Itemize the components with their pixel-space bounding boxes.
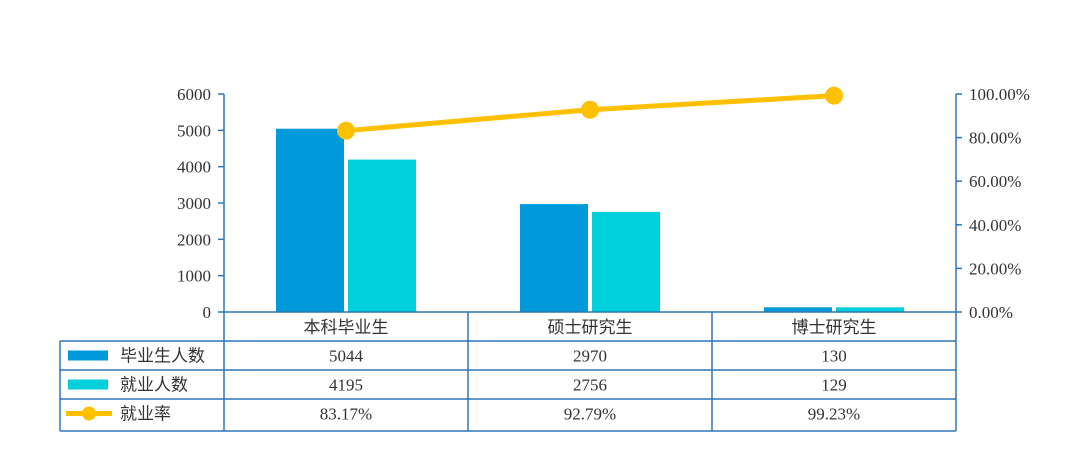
- left-tick-label: 2000: [177, 230, 211, 249]
- rate-line: [337, 86, 843, 140]
- series-name: 毕业生人数: [120, 347, 205, 366]
- left-tick-label: 5000: [177, 121, 211, 140]
- right-tick-label: 20.00%: [969, 259, 1021, 278]
- left-tick-label: 4000: [177, 158, 211, 177]
- bar: [836, 307, 904, 312]
- line-point: [581, 100, 599, 119]
- series-name: 就业率: [120, 405, 171, 424]
- left-tick-label: 6000: [177, 85, 211, 104]
- left-tick-label: 3000: [177, 194, 211, 213]
- right-tick-label: 80.00%: [969, 129, 1021, 148]
- bar: [764, 307, 832, 312]
- category-label: 硕士研究生: [548, 318, 633, 337]
- series-name: 就业人数: [120, 376, 188, 395]
- right-tick-label: 100.00%: [969, 85, 1030, 104]
- table-value: 2756: [573, 376, 607, 395]
- bars: [276, 128, 904, 312]
- bar: [520, 204, 588, 312]
- left-tick-label: 0: [203, 303, 212, 322]
- table-value: 4195: [329, 376, 363, 395]
- bar: [348, 159, 416, 312]
- right-tick-label: 0.00%: [969, 303, 1013, 322]
- legend-marker: [82, 406, 96, 421]
- bar: [276, 128, 344, 312]
- bar: [592, 211, 660, 312]
- line-point: [337, 121, 355, 140]
- legend-swatch: [68, 379, 108, 390]
- table-value: 5044: [329, 347, 364, 366]
- legend-swatch: [68, 350, 108, 361]
- category-label: 本科毕业生: [304, 318, 389, 337]
- line-point: [825, 86, 843, 105]
- table-value: 130: [821, 347, 847, 366]
- table-value: 99.23%: [808, 405, 860, 424]
- table-value: 129: [821, 376, 847, 395]
- category-label: 博士研究生: [792, 318, 877, 337]
- left-tick-label: 1000: [177, 267, 211, 286]
- right-tick-label: 40.00%: [969, 216, 1021, 235]
- right-tick-label: 60.00%: [969, 172, 1021, 191]
- table-value: 92.79%: [564, 405, 616, 424]
- table-value: 2970: [573, 347, 607, 366]
- table-value: 83.17%: [320, 405, 372, 424]
- axes: 0 1000 2000 3000 4000 5000 6000 0.00% 20.00% 40.0…: [177, 85, 1030, 322]
